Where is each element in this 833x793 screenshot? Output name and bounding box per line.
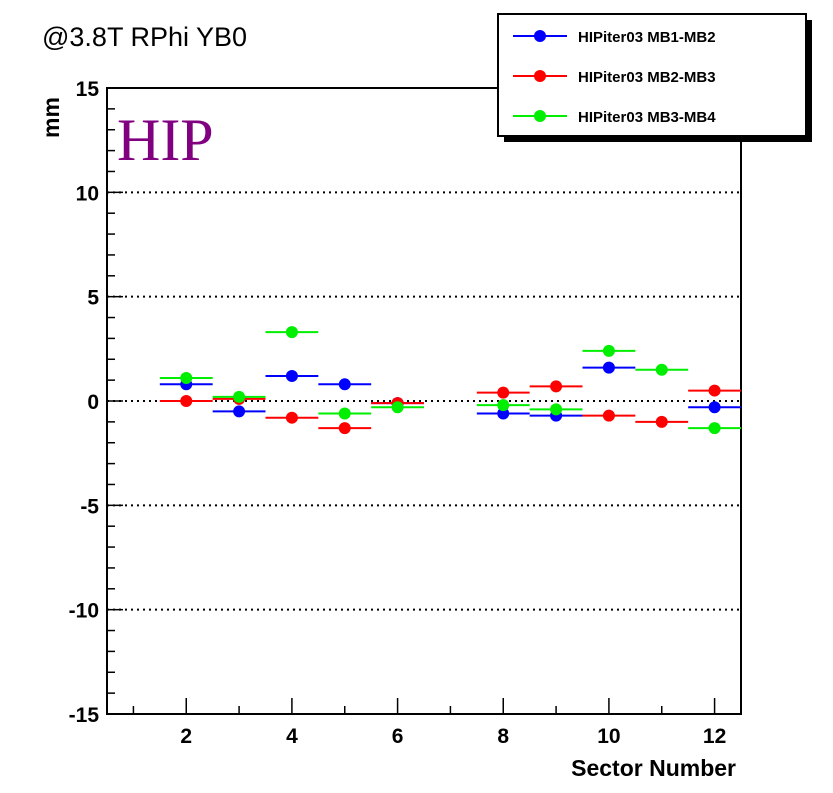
y-tick-label: 0 bbox=[87, 391, 99, 414]
point-marker bbox=[180, 395, 193, 407]
data-point bbox=[318, 422, 372, 435]
x-tick-label: 6 bbox=[392, 725, 404, 748]
data-point bbox=[529, 403, 583, 416]
chart-title: @3.8T RPhi YB0 bbox=[42, 22, 247, 52]
data-point bbox=[582, 344, 636, 357]
point-marker bbox=[285, 326, 298, 339]
grid-lines bbox=[107, 191, 741, 611]
y-tick-label: -10 bbox=[69, 600, 99, 623]
point-marker bbox=[285, 411, 298, 424]
data-point bbox=[265, 326, 319, 339]
data-point bbox=[635, 363, 689, 376]
point-marker bbox=[550, 380, 563, 393]
y-axis-title: mm bbox=[38, 97, 64, 138]
x-tick-label: 8 bbox=[497, 725, 509, 748]
legend-label: HIPiter03 MB3-MB4 bbox=[578, 109, 716, 126]
x-axis-title: Sector Number bbox=[571, 755, 736, 781]
data-point bbox=[688, 384, 741, 397]
data-series bbox=[159, 326, 741, 435]
point-marker bbox=[180, 372, 193, 385]
legend-entry: HIPiter03 MB3-MB4 bbox=[513, 109, 716, 126]
data-point bbox=[688, 401, 741, 414]
x-tick-label: 4 bbox=[286, 725, 298, 748]
legend-entry: HIPiter03 MB1-MB2 bbox=[513, 29, 716, 46]
point-marker bbox=[391, 401, 404, 414]
data-point bbox=[688, 422, 741, 435]
y-tick-label: 15 bbox=[76, 78, 100, 101]
point-marker bbox=[233, 390, 246, 403]
data-point bbox=[265, 369, 319, 382]
point-marker bbox=[285, 369, 298, 382]
data-point bbox=[371, 401, 424, 414]
data-point bbox=[212, 390, 266, 403]
data-point bbox=[476, 399, 530, 412]
y-tick-label: 5 bbox=[87, 287, 99, 310]
data-point bbox=[318, 407, 372, 420]
y-tick-label: 10 bbox=[76, 182, 99, 205]
x-tick-label: 10 bbox=[597, 725, 620, 748]
legend-label: HIPiter03 MB2-MB3 bbox=[578, 69, 716, 86]
data-point bbox=[159, 395, 213, 407]
legend-label: HIPiter03 MB1-MB2 bbox=[578, 29, 716, 46]
point-marker bbox=[655, 363, 668, 376]
x-tick-label: 2 bbox=[180, 725, 192, 748]
data-point bbox=[529, 380, 583, 393]
point-marker bbox=[655, 415, 668, 428]
point-marker bbox=[602, 409, 615, 422]
y-axis: -15 -10 -5 0 5 10 15 bbox=[69, 78, 123, 727]
point-marker bbox=[338, 407, 351, 420]
point-marker bbox=[708, 384, 721, 397]
data-point bbox=[159, 372, 213, 385]
point-marker bbox=[497, 386, 510, 399]
legend-marker bbox=[534, 110, 546, 122]
point-marker bbox=[338, 422, 351, 435]
data-point bbox=[582, 361, 636, 374]
y-tick-label: -5 bbox=[80, 495, 99, 518]
y-tick-label: -15 bbox=[69, 704, 100, 727]
x-axis: 2 4 6 8 10 12 bbox=[132, 698, 726, 748]
point-marker bbox=[550, 403, 563, 416]
data-point bbox=[476, 386, 530, 399]
data-point bbox=[212, 405, 266, 418]
point-marker bbox=[602, 361, 615, 374]
point-marker bbox=[233, 405, 246, 418]
point-marker bbox=[497, 407, 510, 420]
data-point bbox=[318, 378, 372, 391]
data-point bbox=[635, 415, 689, 428]
data-point bbox=[582, 409, 636, 422]
hip-annotation: HIP bbox=[117, 107, 214, 173]
series bbox=[159, 326, 741, 435]
point-marker bbox=[708, 401, 721, 414]
legend-marker bbox=[534, 70, 546, 82]
legend-entry: HIPiter03 MB2-MB3 bbox=[513, 69, 716, 86]
legend: HIPiter03 MB1-MB2 HIPiter03 MB2-MB3 HIPite… bbox=[497, 13, 812, 142]
point-marker bbox=[708, 422, 721, 435]
data-point bbox=[476, 407, 530, 420]
data-point bbox=[265, 411, 319, 424]
point-marker bbox=[497, 399, 510, 412]
legend-entries: HIPiter03 MB1-MB2 HIPiter03 MB2-MB3 HIPite… bbox=[513, 29, 716, 126]
legend-marker bbox=[534, 30, 546, 42]
x-tick-label: 12 bbox=[703, 725, 726, 748]
point-marker bbox=[602, 344, 615, 357]
point-marker bbox=[338, 378, 351, 391]
